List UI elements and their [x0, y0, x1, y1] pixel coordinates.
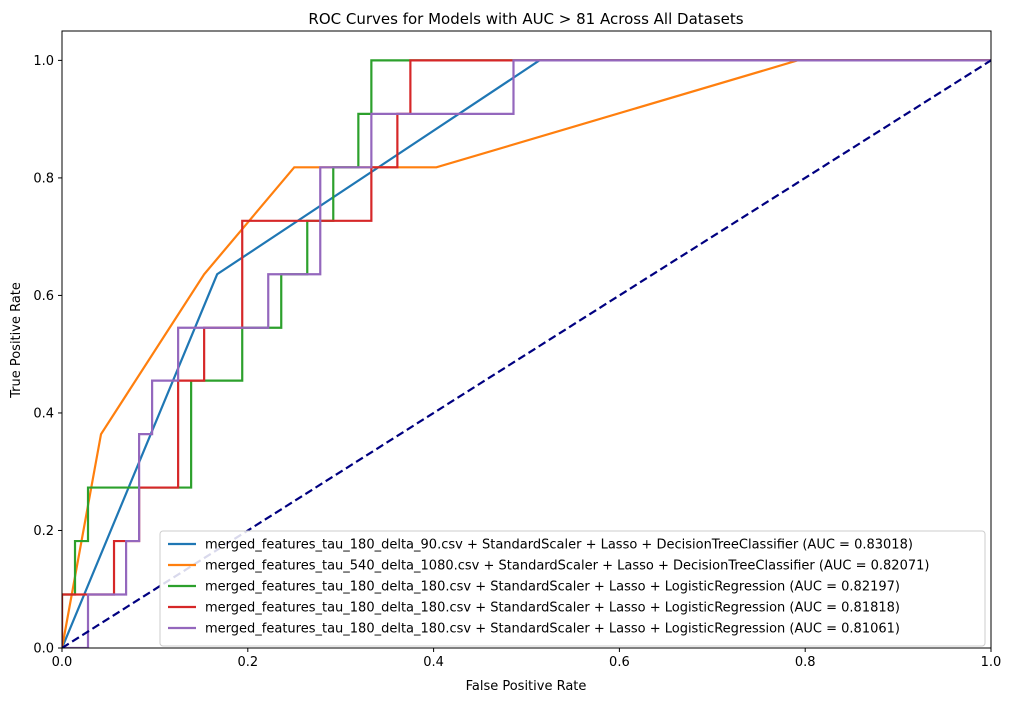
chart-title: ROC Curves for Models with AUC > 81 Acro… — [308, 10, 743, 28]
y-axis: 0.0 0.2 0.4 0.6 0.8 1.0 — [33, 54, 62, 657]
x-tick-label: 1.0 — [981, 655, 1002, 670]
x-tick-label: 0.6 — [609, 655, 630, 670]
y-tick-label: 0.4 — [33, 406, 54, 421]
legend-label-1: merged_features_tau_180_delta_90.csv + S… — [205, 538, 913, 553]
x-axis-label: False Positive Rate — [466, 679, 587, 694]
y-tick-label: 0.8 — [33, 171, 54, 186]
legend-label-5: merged_features_tau_180_delta_180.csv + … — [205, 622, 900, 637]
series-line-5 — [62, 59, 991, 648]
series-line-3 — [62, 59, 991, 648]
y-tick-label: 0.2 — [33, 524, 54, 539]
legend-label-4: merged_features_tau_180_delta_180.csv + … — [205, 601, 900, 616]
legend: merged_features_tau_180_delta_90.csv + S… — [159, 530, 986, 647]
legend-label-3: merged_features_tau_180_delta_180.csv + … — [205, 580, 900, 595]
x-tick-label: 0.8 — [795, 655, 816, 670]
legend-label-2: merged_features_tau_540_delta_1080.csv +… — [205, 559, 929, 574]
legend-box — [159, 530, 986, 647]
plot-frame — [61, 30, 992, 649]
y-tick-label: 0.0 — [33, 642, 54, 657]
x-tick-label: 0.0 — [52, 655, 73, 670]
x-tick-label: 0.2 — [237, 655, 258, 670]
x-tick-label: 0.4 — [423, 655, 444, 670]
series-layer — [62, 59, 991, 648]
y-axis-label: True Positive Rate — [9, 282, 24, 399]
plot-area — [61, 30, 992, 649]
y-tick-label: 0.6 — [33, 289, 54, 304]
y-tick-label: 1.0 — [33, 54, 54, 69]
x-axis: 0.0 0.2 0.4 0.6 0.8 1.0 — [52, 648, 1002, 670]
